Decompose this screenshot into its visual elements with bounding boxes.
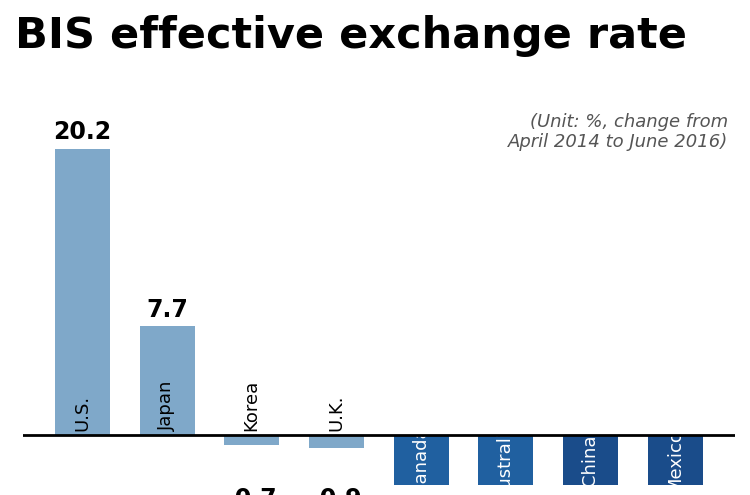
- Text: -0.9: -0.9: [310, 487, 362, 495]
- Bar: [563, 436, 618, 495]
- Text: BIS effective exchange rate: BIS effective exchange rate: [15, 15, 687, 57]
- Bar: [140, 326, 194, 436]
- Text: -0.7: -0.7: [226, 487, 278, 495]
- Text: China: China: [581, 435, 599, 486]
- Bar: [478, 436, 533, 495]
- Text: U.S.: U.S.: [74, 395, 92, 431]
- Text: U.K.: U.K.: [328, 395, 346, 431]
- Text: Korea: Korea: [243, 380, 261, 431]
- Text: (Unit: %, change from
April 2014 to June 2016): (Unit: %, change from April 2014 to June…: [508, 113, 728, 151]
- Text: Japan: Japan: [158, 381, 176, 431]
- Text: 20.2: 20.2: [53, 120, 112, 145]
- Text: Canada: Canada: [412, 426, 430, 495]
- Bar: [309, 436, 364, 448]
- Text: Mexico: Mexico: [666, 429, 684, 492]
- Bar: [394, 436, 448, 495]
- Text: 7.7: 7.7: [146, 298, 188, 322]
- Bar: [647, 436, 703, 495]
- Text: Australia: Australia: [496, 420, 514, 495]
- Bar: [224, 436, 279, 446]
- Bar: [55, 148, 110, 436]
